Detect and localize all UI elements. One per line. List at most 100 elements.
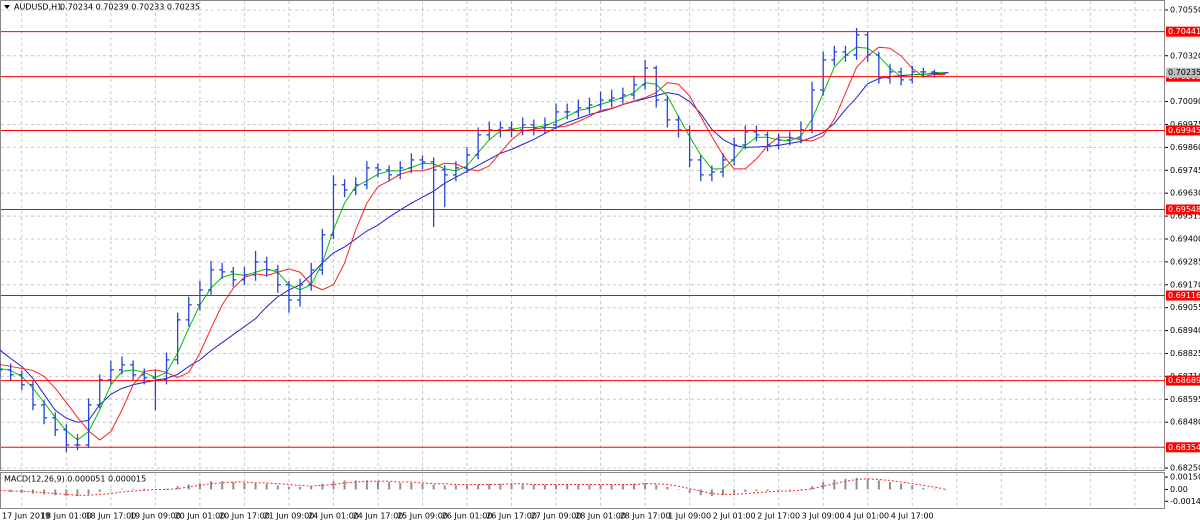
macd-bar	[443, 485, 446, 490]
moving-average	[0, 46, 946, 441]
macd-bar	[477, 484, 480, 490]
x-tick-label: 20 Jun 17:00	[219, 512, 270, 521]
y-tick-label: 0.70090	[1170, 97, 1200, 106]
y-tick-label: 0.69285	[1170, 257, 1200, 266]
macd-bar	[710, 489, 713, 497]
y-tick-label: 0.69055	[1170, 303, 1200, 312]
main-panel	[0, 0, 1165, 471]
macd-bar	[9, 489, 12, 492]
macd-bar	[176, 486, 179, 490]
x-tick-label: 4 Jul 01:00	[846, 512, 889, 521]
macd-bar	[254, 482, 257, 490]
macd-bar	[165, 488, 168, 490]
macd-bar	[243, 482, 246, 490]
macd-bar	[532, 484, 535, 490]
macd-bar	[388, 482, 391, 490]
macd-bar	[844, 478, 847, 490]
level-label: 0.69116	[1168, 291, 1200, 300]
macd-bar	[276, 485, 279, 490]
macd-bar	[621, 484, 624, 490]
y-tick-label: 0.69975	[1170, 120, 1200, 129]
level-label: 0.68354	[1168, 443, 1200, 452]
x-tick-label: 20 Jun 01:00	[174, 512, 225, 521]
macd-bar	[365, 480, 368, 490]
macd-bar	[454, 485, 457, 490]
macd-bar	[287, 487, 290, 490]
macd-bar	[677, 489, 680, 490]
macd-bar	[688, 489, 691, 493]
macd-bar	[922, 487, 925, 490]
y-tick-label: 0.68595	[1170, 395, 1200, 404]
y-tick-label: 0.68250	[1170, 464, 1200, 473]
x-tick-label: 27 Jun 09:00	[531, 512, 582, 521]
macd-bar	[354, 480, 357, 490]
x-tick-label: 4 Jul 17:00	[891, 512, 934, 521]
macd-bar	[588, 484, 591, 490]
indicator-title: MACD(12,26,9) 0.000051 0.000015	[4, 475, 146, 484]
y-tick-label: 0.00	[1170, 485, 1188, 494]
last-price-box	[1166, 67, 1200, 78]
macd-bar	[499, 483, 502, 490]
macd-bar	[866, 478, 869, 490]
x-tick-label: 17 Jun 2019	[2, 512, 50, 521]
macd-bar	[655, 484, 658, 490]
y-tick-label: 0.68825	[1170, 349, 1200, 358]
macd-bar	[132, 488, 135, 490]
macd-bar	[777, 489, 780, 491]
x-tick-label: 28 Jun 01:00	[575, 512, 626, 521]
macd-bar	[265, 483, 268, 490]
macd-bar	[54, 489, 57, 496]
macd-bar	[432, 484, 435, 490]
level-label-box	[1166, 204, 1200, 215]
macd-bar	[766, 489, 769, 492]
macd-bar	[20, 489, 23, 493]
level-label: 0.68689	[1168, 376, 1200, 385]
y-tick-label: -0.001434	[1170, 497, 1200, 506]
macd-bar	[299, 487, 302, 490]
macd-bar	[399, 482, 402, 490]
level-label-box	[1166, 442, 1200, 453]
x-tick-label: 24 Jun 17:00	[353, 512, 404, 521]
x-tick-label: 3 Jul 09:00	[802, 512, 845, 521]
macd-bar	[410, 482, 413, 490]
y-tick-label: 0.69515	[1170, 212, 1200, 221]
y-tick-label: 0.69400	[1170, 234, 1200, 243]
x-tick-label: 24 Jun 01:00	[308, 512, 359, 521]
macd-bar	[421, 483, 424, 490]
menu-icon[interactable]	[4, 5, 10, 9]
y-tick-label: 0.68940	[1170, 326, 1200, 335]
x-tick-label: 26 Jun 17:00	[486, 512, 537, 521]
x-tick-label: 2 Jul 17:00	[757, 512, 800, 521]
macd-bar	[599, 484, 602, 490]
chart-title: AUDUSD,H1	[14, 3, 62, 12]
macd-bar	[376, 481, 379, 490]
x-tick-label: 28 Jun 17:00	[620, 512, 671, 521]
y-tick-label: 0.69630	[1170, 189, 1200, 198]
y-tick-label: 0.70320	[1170, 51, 1200, 60]
macd-bar	[543, 484, 546, 490]
macd-bar	[644, 482, 647, 490]
macd-bar	[76, 489, 79, 497]
y-tick-label: 0.68480	[1170, 418, 1200, 427]
level-label-box	[1166, 290, 1200, 301]
macd-bar	[933, 488, 936, 490]
macd-bar	[911, 485, 914, 490]
level-label: 0.70441	[1168, 27, 1200, 36]
macd-bar	[632, 483, 635, 490]
x-tick-label: 18 Jun 17:00	[85, 512, 136, 521]
macd-bar	[43, 489, 46, 495]
macd-bar	[87, 489, 90, 495]
macd-bar	[577, 484, 580, 490]
macd-bar	[332, 481, 335, 490]
x-tick-label: 25 Jun 09:00	[397, 512, 448, 521]
x-tick-label: 2 Jul 01:00	[713, 512, 756, 521]
macd-bar	[198, 482, 201, 490]
macd-bar	[343, 480, 346, 490]
x-tick-label: 19 Jun 09:00	[130, 512, 181, 521]
macd-bar	[232, 482, 235, 490]
macd-bar	[109, 489, 112, 491]
x-tick-label: 21 Jun 09:00	[264, 512, 315, 521]
macd-bar	[877, 480, 880, 490]
last-price-label: 0.70235	[1168, 68, 1200, 77]
macd-bar	[610, 484, 613, 490]
